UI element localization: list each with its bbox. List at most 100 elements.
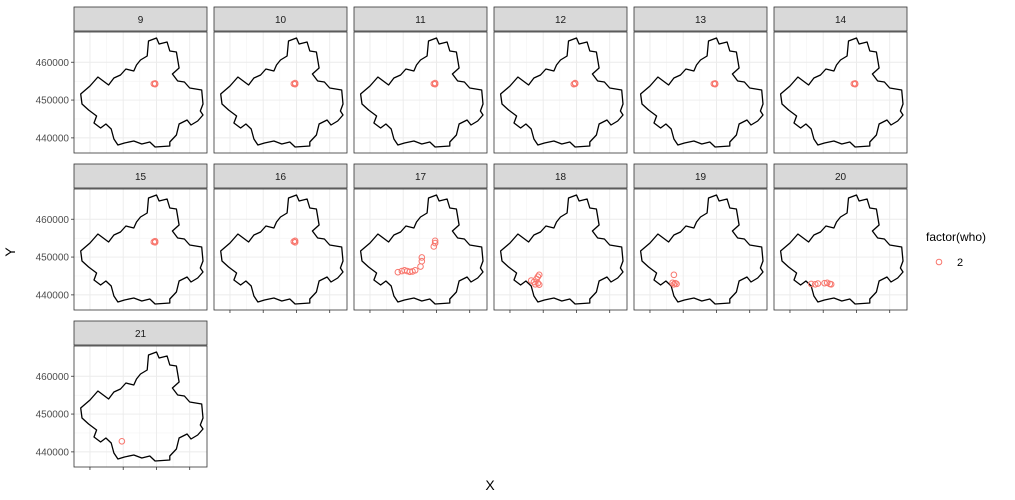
panel-background <box>774 32 907 153</box>
facet-strip <box>353 163 488 189</box>
data-point <box>290 238 298 245</box>
data-point <box>150 238 158 246</box>
data-point <box>827 280 835 288</box>
city-boundary <box>80 37 204 148</box>
data-point <box>534 279 542 287</box>
city-boundary <box>359 37 484 148</box>
facet-strip-label: 13 <box>695 15 707 26</box>
facet-strip-label: 16 <box>275 172 287 183</box>
facet-strip <box>73 163 208 189</box>
panel-border <box>73 31 208 154</box>
data-point <box>418 254 426 261</box>
facet-strip <box>353 6 488 32</box>
y-axis-title: Y <box>2 247 18 257</box>
data-point <box>290 80 298 88</box>
panel-border <box>213 188 348 311</box>
panel-background <box>354 32 487 153</box>
facet-strip <box>493 6 628 32</box>
city-boundary <box>220 37 344 148</box>
panel-background <box>74 346 207 467</box>
panel-border <box>493 188 628 311</box>
data-point <box>411 266 419 274</box>
legend-title: factor(who) <box>926 230 986 244</box>
facet-strip-label: 21 <box>135 329 147 340</box>
facet-strip-label: 9 <box>138 15 144 26</box>
panel-background <box>494 32 627 153</box>
facet-strip <box>73 320 208 346</box>
y-tick-label: 460000 <box>36 372 70 383</box>
data-point <box>431 237 439 245</box>
y-tick-label: 450000 <box>36 96 70 107</box>
facet-strip-label: 20 <box>835 172 847 183</box>
facet-panel-10: 10 <box>213 6 348 154</box>
data-point <box>534 273 542 281</box>
data-point <box>394 268 402 276</box>
data-point <box>670 271 678 279</box>
facet-strip-label: 18 <box>555 172 567 183</box>
panel-border <box>73 188 208 311</box>
panel-border <box>73 345 208 468</box>
city-boundary <box>499 37 624 148</box>
facet-panel-17: 17 <box>353 163 488 313</box>
city-boundary <box>639 194 764 305</box>
data-point <box>670 280 678 288</box>
y-tick-label: 460000 <box>36 58 70 69</box>
data-point <box>850 80 858 88</box>
y-tick-label: 460000 <box>36 215 70 226</box>
data-point <box>430 80 438 88</box>
facet-strip-label: 10 <box>275 15 287 26</box>
y-tick-label: 440000 <box>36 290 70 301</box>
facet-panel-18: 18 <box>493 163 628 313</box>
facet-strip-label: 17 <box>415 172 427 183</box>
panel-background <box>74 32 207 153</box>
city-boundary <box>359 194 484 305</box>
panel-background <box>214 189 347 310</box>
city-boundary <box>80 194 204 305</box>
data-point <box>571 79 579 87</box>
facet-strip-label: 19 <box>695 172 707 183</box>
facet-strip <box>633 6 768 32</box>
facet-strip <box>773 6 908 32</box>
facet-panel-13: 13 <box>633 6 768 154</box>
facet-strip <box>213 163 348 189</box>
data-point <box>673 280 680 288</box>
panel-background <box>494 189 627 310</box>
facet-panels: 9 440000 450000 460000 10 11 12 13 14 15 440000 450… <box>36 6 908 470</box>
panel-background <box>634 32 767 153</box>
data-point <box>535 281 543 288</box>
x-axis-title: X <box>485 477 495 493</box>
city-boundary <box>80 351 204 462</box>
panel-background <box>214 32 347 153</box>
y-tick-label: 440000 <box>36 447 70 458</box>
facet-panel-21: 21 440000 450000 460000 <box>36 320 208 470</box>
facet-strip-label: 15 <box>135 172 147 183</box>
facet-strip <box>73 6 208 32</box>
y-tick-label: 450000 <box>36 253 70 264</box>
legend-label: 2 <box>957 257 963 269</box>
data-point <box>669 279 676 287</box>
facet-panel-9: 9 440000 450000 460000 <box>36 6 208 154</box>
panel-border <box>633 188 768 311</box>
panel-border <box>493 31 628 154</box>
panel-background <box>634 189 767 310</box>
data-point <box>807 280 815 288</box>
data-point <box>814 280 822 287</box>
data-point <box>570 80 578 88</box>
facet-panel-20: 20 <box>773 163 908 313</box>
facet-panel-19: 19 <box>633 163 768 313</box>
city-boundary <box>639 37 764 148</box>
data-point <box>535 271 543 279</box>
data-point <box>418 257 426 265</box>
panel-background <box>354 189 487 310</box>
facet-panel-15: 15 440000 450000 460000 <box>36 163 208 311</box>
data-point <box>811 280 819 288</box>
y-tick-label: 440000 <box>36 133 70 144</box>
facet-strip <box>773 163 908 189</box>
facet-strip <box>213 6 348 32</box>
facet-strip-label: 14 <box>835 15 847 26</box>
facet-panel-14: 14 <box>773 6 908 154</box>
facet-strip-label: 12 <box>555 15 567 26</box>
city-boundary <box>779 194 904 305</box>
facet-panel-11: 11 <box>353 6 488 154</box>
